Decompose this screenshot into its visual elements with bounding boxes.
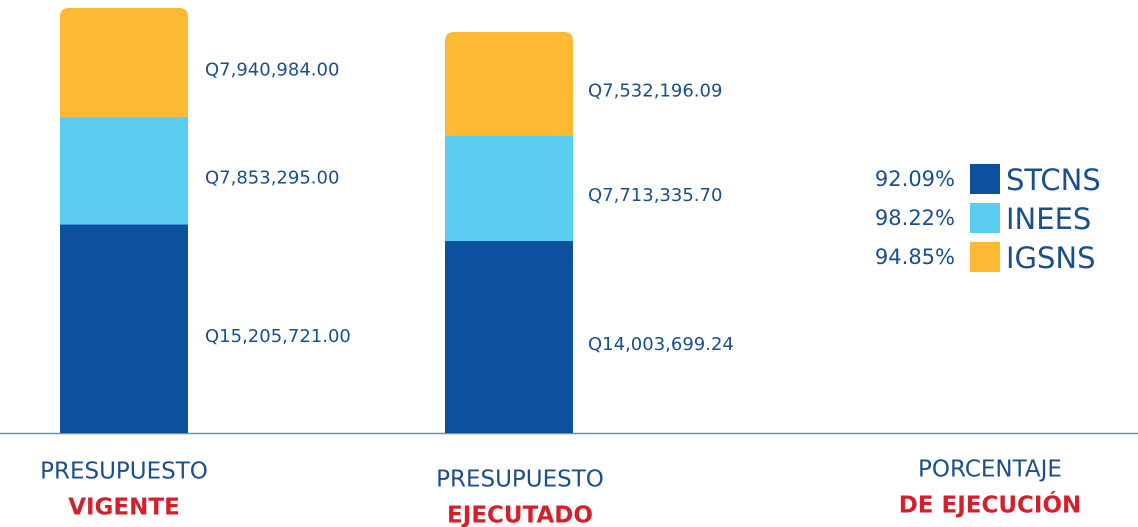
value-label: Q15,205,721.00: [205, 326, 351, 347]
bar-segment: [60, 116, 188, 225]
bar-segment: [60, 8, 188, 117]
legend-title: PORCENTAJE: [918, 457, 1062, 483]
legend-label: INEES: [1006, 202, 1091, 236]
bar-segment: [445, 241, 573, 433]
value-label: Q14,003,699.24: [588, 334, 734, 355]
bar-segment: [445, 135, 573, 242]
category-label: VIGENTE: [68, 495, 180, 521]
percentage-label: 98.22%: [875, 206, 955, 230]
value-label: Q7,713,335.70: [588, 185, 722, 206]
value-label: Q7,853,295.00: [205, 168, 339, 189]
percentage-label: 94.85%: [875, 245, 955, 269]
legend-swatch: [970, 164, 1000, 194]
bar-segment: [445, 32, 573, 136]
value-label: Q7,940,984.00: [205, 59, 339, 80]
percentage-label: 92.09%: [875, 167, 955, 191]
category-label: PRESUPUESTO: [40, 459, 208, 485]
bar-segment: [60, 224, 188, 433]
legend-title: DE EJECUCIÓN: [899, 491, 1082, 519]
legend-swatch: [970, 242, 1000, 272]
legend-label: IGSNS: [1006, 241, 1096, 275]
category-label: EJECUTADO: [447, 503, 593, 527]
category-label: PRESUPUESTO: [436, 467, 604, 493]
legend-label: STCNS: [1006, 163, 1101, 197]
value-label: Q7,532,196.09: [588, 81, 722, 102]
legend-swatch: [970, 203, 1000, 233]
